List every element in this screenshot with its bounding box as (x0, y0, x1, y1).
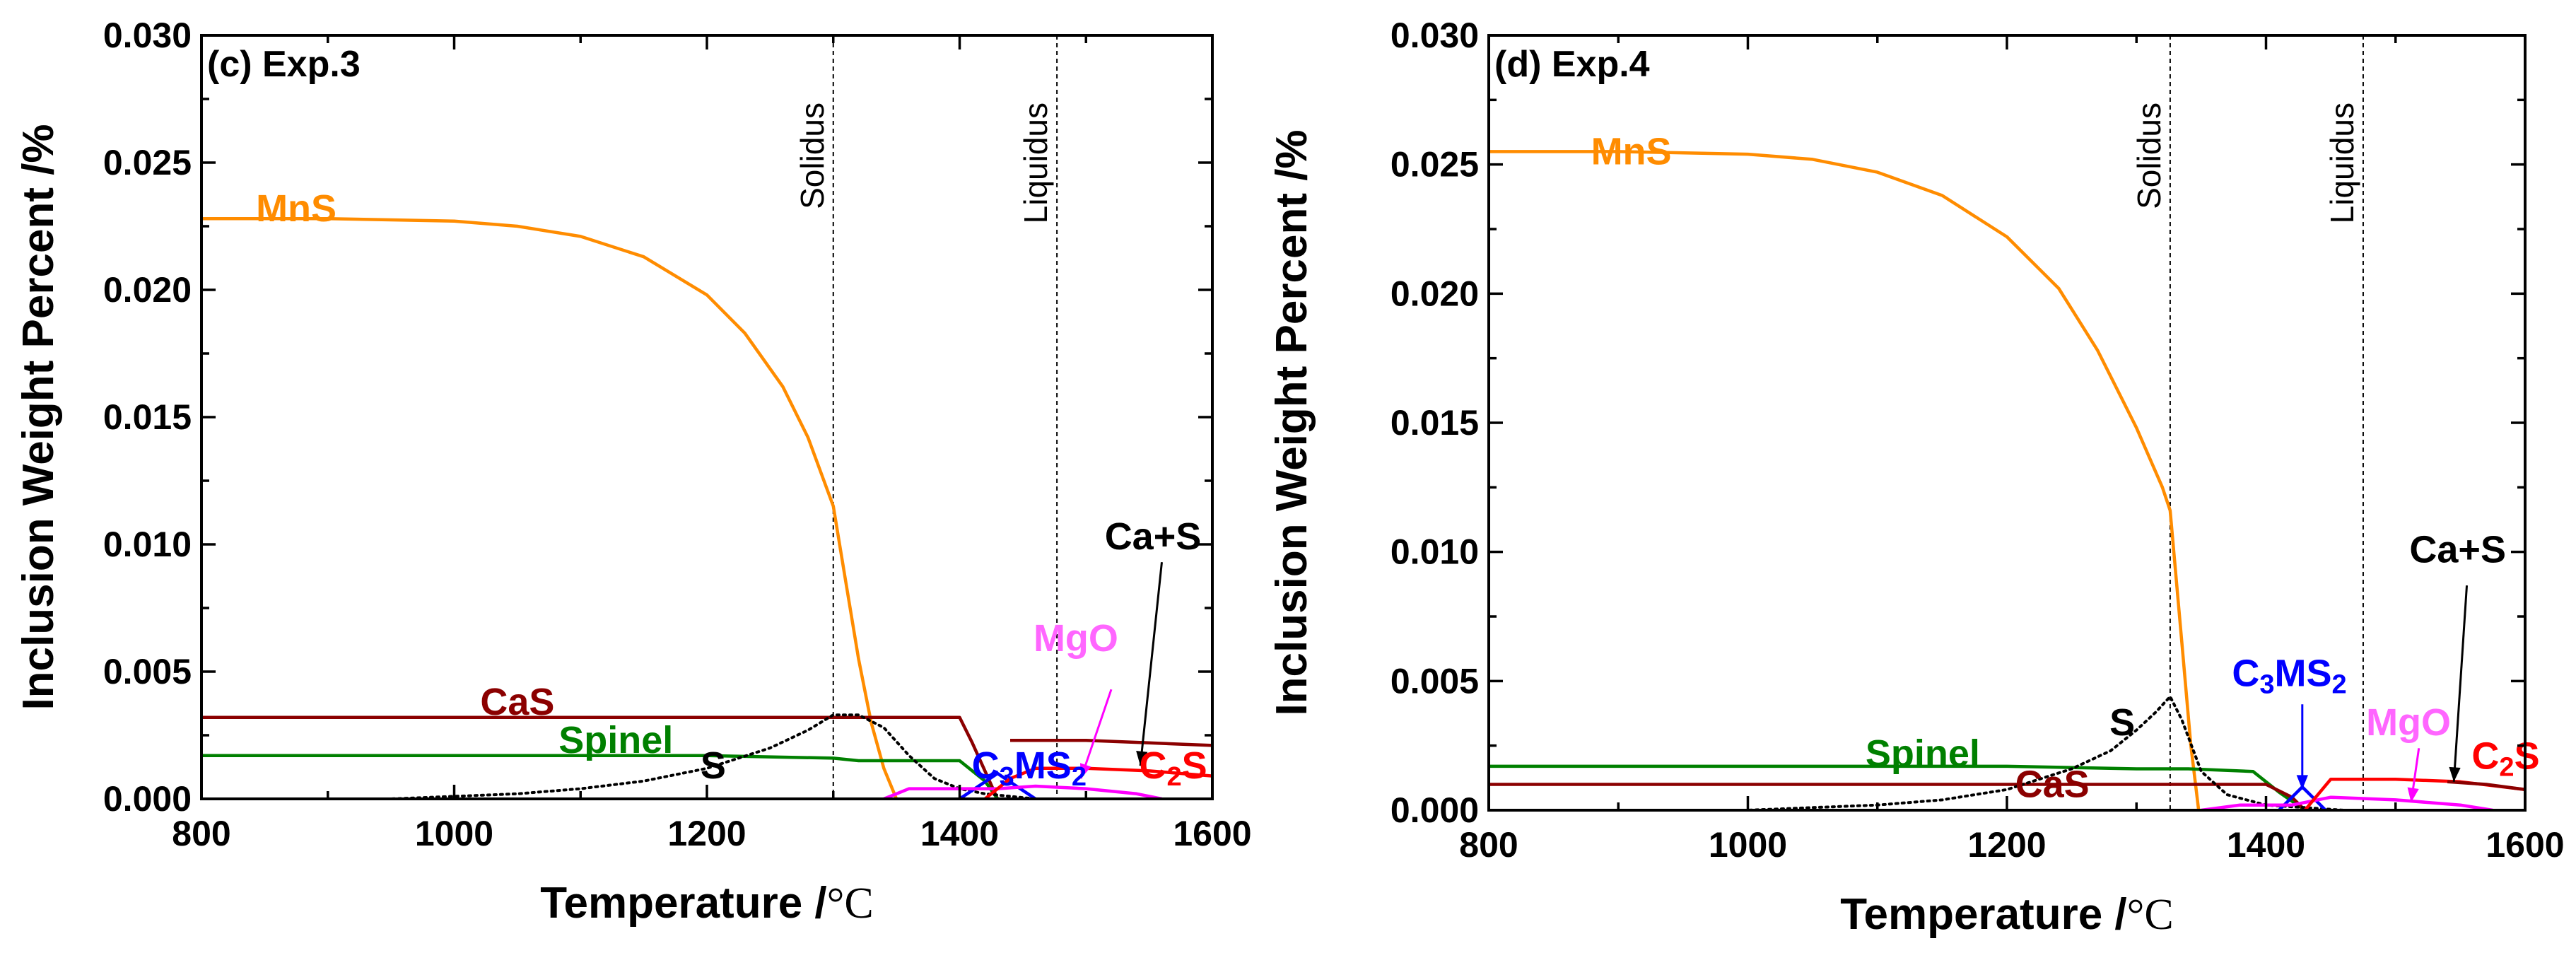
series-line-mgo (2201, 795, 2493, 810)
x-axis-title: Temperature /°C (1840, 890, 2174, 939)
marker-label-liquidus: Liquidus (1017, 103, 1054, 223)
c3ms2-pointer-head (2296, 775, 2308, 790)
ca-s-pointer (1139, 562, 1163, 766)
y-tick-label: 0.030 (103, 16, 192, 55)
y-axis-title: Inclusion Weight Percent /% (14, 124, 63, 710)
y-tick-label: 0.005 (1391, 661, 1479, 701)
y-tick-label: 0.010 (103, 525, 192, 564)
ca-s-pointer-head (1136, 751, 1148, 766)
y-tick-label: 0.010 (1391, 532, 1479, 572)
mgo-pointer (1079, 689, 1113, 779)
series-label-ca-s: Ca+S (1105, 515, 1202, 558)
y-axis-title: Inclusion Weight Percent /% (1267, 129, 1316, 715)
series-label-spinel: Spinel (1866, 732, 1980, 775)
series-line-spinel (201, 754, 999, 799)
plot-frame (200, 34, 1214, 800)
series-label-mns: MnS (256, 187, 336, 230)
series-label-spinel: Spinel (558, 719, 673, 761)
series-label-mgo: MgO (1034, 617, 1118, 660)
series-line-mns (1489, 150, 2201, 810)
y-tick-label: 0.015 (1391, 403, 1479, 443)
marker-label-solidus: Solidus (2131, 103, 2167, 209)
series-label-mns: MnS (1591, 131, 1672, 173)
mgo-pointer-head (1079, 763, 1091, 779)
series-group (1489, 150, 2525, 810)
marker-label-liquidus: Liquidus (2324, 103, 2360, 223)
y-tick-label: 0.005 (103, 652, 192, 691)
series-label-c2s: C2S (1140, 744, 1207, 792)
series-line-c3ms2 (959, 771, 1037, 799)
x-axis-title: Temperature /°C (540, 879, 874, 928)
panel-label: (d) Exp.4 (1494, 44, 1650, 85)
x-tick-label: 1400 (2227, 825, 2305, 865)
y-tick-label: 0.025 (103, 143, 192, 182)
series-line-ca-s (1010, 738, 1212, 747)
y-tick-label: 0.015 (103, 397, 192, 437)
ca-s-pointer (2452, 585, 2469, 782)
x-tick-label: 1200 (1967, 825, 2046, 865)
x-tick-label: 800 (1459, 825, 1518, 865)
ca-s-pointer-head (2449, 766, 2461, 782)
chart-panel-d: Solidus Liquidus MnS Spinel CaS S C3MS2 MgO Ca+S… (1267, 16, 2565, 939)
series-label-c3ms2: C3MS2 (972, 744, 1087, 792)
series-line-mns (201, 216, 898, 799)
series-label-ca-s: Ca+S (2409, 528, 2506, 571)
x-tick-label: 1000 (415, 814, 493, 853)
x-tick-label: 1200 (667, 814, 746, 853)
series-label-cas: CaS (480, 681, 554, 723)
y-tick-label: 0.030 (1391, 16, 1479, 55)
series-line-mgo (883, 784, 1162, 799)
panel-label: (c) Exp.3 (207, 44, 361, 85)
series-line-ca-s (2447, 780, 2525, 792)
y-tick-label: 0.020 (1391, 274, 1479, 313)
y-tick-label: 0.025 (1391, 145, 1479, 185)
x-tick-label: 1600 (1173, 814, 1251, 853)
x-tick-label: 1400 (920, 814, 999, 853)
series-line-c2s (983, 766, 1212, 799)
series-label-s: S (2109, 701, 2135, 744)
series-label-s: S (701, 744, 726, 787)
series-label-c2s: C2S (2471, 735, 2539, 783)
series-line-s (1489, 695, 2346, 810)
x-tick-label: 800 (172, 814, 230, 853)
series-line-cas (201, 715, 1000, 799)
series-line-cas (1489, 783, 2307, 810)
series-label-mgo: MgO (2366, 701, 2451, 744)
x-tick-label: 1600 (2486, 825, 2564, 865)
x-tick-label: 1000 (1709, 825, 1787, 865)
mgo-pointer-head (2407, 787, 2419, 803)
marker-label-solidus: Solidus (794, 103, 831, 209)
y-tick-label: 0.000 (1391, 790, 1479, 830)
y-tick-label: 0.020 (103, 270, 192, 310)
y-tick-label: 0.000 (103, 779, 192, 819)
series-line-s (201, 713, 1088, 799)
series-label-cas: CaS (2015, 764, 2090, 806)
series-group (201, 216, 1212, 799)
series-label-c3ms2: C3MS2 (2232, 653, 2346, 700)
